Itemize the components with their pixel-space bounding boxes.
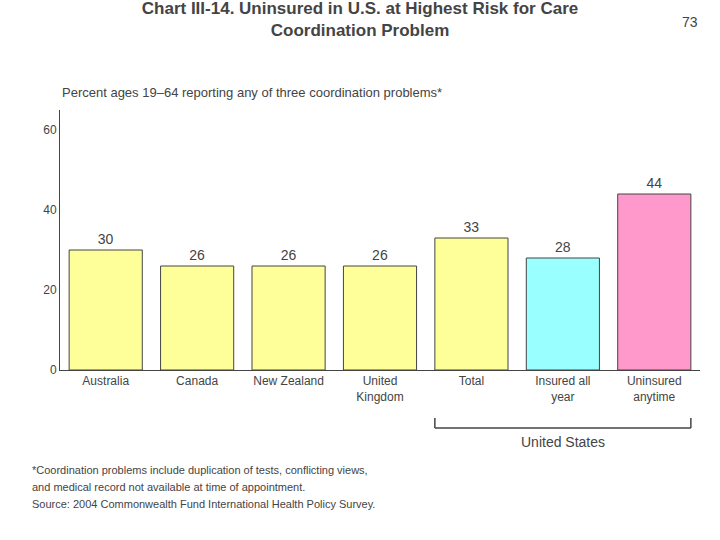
svg-text:Percent ages 19–64 reporting a: Percent ages 19–64 reporting any of thre… [62,85,442,100]
svg-text:Canada: Canada [176,374,218,388]
svg-text:40: 40 [43,203,57,217]
svg-text:26: 26 [372,247,388,263]
svg-text:Source: 2004 Commonwealth Fund: Source: 2004 Commonwealth Fund Internati… [32,498,375,510]
svg-text:28: 28 [555,239,571,255]
svg-text:26: 26 [189,247,205,263]
svg-text:73: 73 [682,14,698,30]
svg-text:Insured allyear: Insured allyear [535,374,590,404]
svg-text:Australia: Australia [82,374,129,388]
svg-text:20: 20 [43,283,57,297]
svg-text:*Coordination problems include: *Coordination problems include duplicati… [32,464,368,476]
svg-text:New Zealand: New Zealand [253,374,324,388]
svg-text:Total: Total [459,374,484,388]
svg-text:Uninsuredanytime: Uninsuredanytime [627,374,682,404]
svg-text:44: 44 [646,175,662,191]
svg-text:and medical record not availab: and medical record not available at time… [32,481,305,493]
svg-text:60: 60 [43,123,57,137]
svg-text:26: 26 [281,247,297,263]
svg-text:30: 30 [98,231,114,247]
svg-text:33: 33 [464,219,480,235]
svg-text:0: 0 [50,363,57,377]
svg-text:Chart III-14. Uninsured in U.S: Chart III-14. Uninsured in U.S. at Highe… [142,0,578,40]
svg-text:United States: United States [521,434,605,450]
svg-text:UnitedKingdom: UnitedKingdom [356,374,403,404]
